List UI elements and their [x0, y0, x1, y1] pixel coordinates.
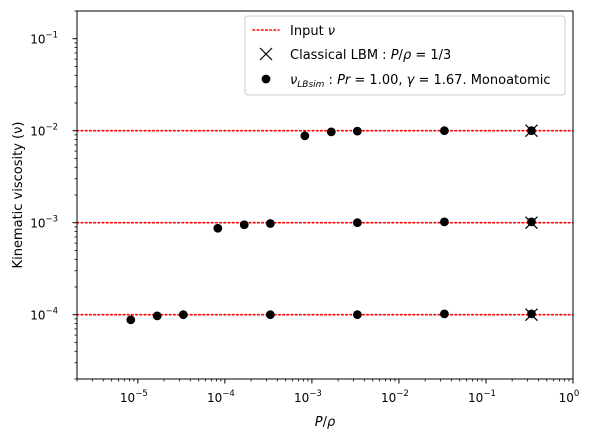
x-tick-label: 10−4 — [207, 389, 235, 405]
data-points — [126, 124, 538, 325]
y-tick-label: 10−3 — [30, 215, 58, 231]
sim-point — [152, 311, 162, 321]
legend-key-sim — [261, 74, 271, 84]
legend-key-lbm — [259, 47, 273, 61]
sim-point — [440, 126, 449, 136]
sim-point — [300, 131, 310, 141]
sim-point — [126, 315, 136, 325]
sim-point — [352, 218, 362, 228]
sim-point — [352, 310, 362, 320]
sim-point — [213, 223, 223, 233]
sim-point — [178, 310, 188, 320]
lbm-point-stroke — [525, 216, 538, 230]
x-tick-label: 10−5 — [120, 389, 148, 405]
sim-point — [326, 127, 336, 137]
sim-point — [352, 126, 362, 136]
x-tick-label: 100 — [559, 389, 580, 405]
axis-ticks: 10−5 10−4 10−3 10−2 10−1 100 10−4 10−3 10−2 10−1 — [30, 10, 580, 405]
sim-point — [239, 220, 249, 230]
legend-key-stroke — [259, 47, 273, 61]
y-tick-label: 10−4 — [30, 307, 58, 323]
y-axis-label: Kinematic viscosity (ν) — [11, 122, 26, 269]
sim-point — [440, 309, 449, 319]
lbm-point — [525, 308, 538, 322]
input-viscosity-lines — [76, 129, 574, 316]
legend-label-sim: νLBsim : Pr = 1.00, γ = 1.67. Monoatomic — [290, 73, 551, 90]
y-tick-label: 10−2 — [30, 123, 58, 139]
lbm-point — [525, 216, 538, 230]
legend-label-input: Input ν — [290, 24, 335, 39]
sim-point — [265, 219, 275, 228]
lbm-point-stroke — [525, 308, 538, 322]
sim-point — [265, 310, 275, 320]
x-tick-label: 10−3 — [294, 389, 322, 405]
y-tick-label: 10−1 — [30, 31, 58, 47]
sim-point — [440, 217, 449, 227]
lbm-point-stroke — [525, 124, 538, 138]
legend: Input ν Classical LBM : P/ρ = 1/3 νLBsim :… — [244, 15, 566, 96]
x-tick-label: 10−1 — [468, 389, 496, 405]
lbm-point — [525, 124, 538, 138]
x-axis-label: P/ρ — [315, 415, 336, 430]
legend-label-lbm: Classical LBM : P/ρ = 1/3 — [290, 48, 451, 63]
x-tick-label: 10−2 — [381, 389, 409, 405]
legend-box — [244, 15, 566, 96]
